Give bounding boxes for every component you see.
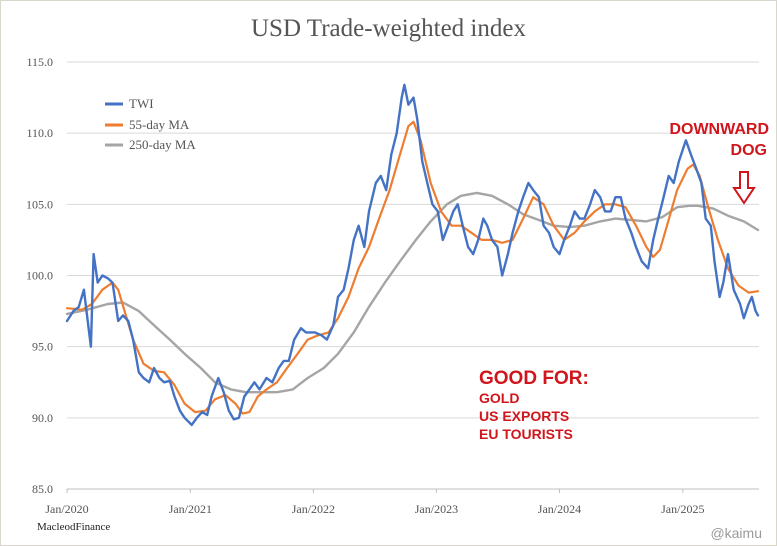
annotation-item-eu-tourists: EU TOURISTS xyxy=(479,426,573,442)
y-tick-label: 105.0 xyxy=(26,197,53,211)
y-tick-label: 115.0 xyxy=(26,55,53,69)
series-line-twi xyxy=(65,83,760,427)
annotation-item-us-exports: US EXPORTS xyxy=(479,408,569,424)
x-tick-label: Jan/2023 xyxy=(415,502,458,516)
source-label: MacleodFinance xyxy=(37,521,111,533)
legend-label-250-day-ma: 250-day MA xyxy=(129,137,196,152)
annotation-downward-dog: DOWNWARD DOG xyxy=(669,121,769,205)
annotation-item-gold: GOLD xyxy=(479,390,519,406)
annotation-good-for-title: GOOD FOR: xyxy=(479,368,589,389)
legend-label-55-day-ma: 55-day MA xyxy=(129,117,190,132)
series-lines xyxy=(65,83,760,427)
x-tick-label: Jan/2025 xyxy=(661,502,704,516)
y-tick-label: 100.0 xyxy=(26,269,53,283)
x-tick-label: Jan/2020 xyxy=(45,502,88,516)
series-line-250-day-ma xyxy=(65,191,760,394)
x-tick-label: Jan/2022 xyxy=(292,502,335,516)
y-tick-label: 85.0 xyxy=(32,482,53,496)
y-axis: 115.0 110.0 105.0 100.0 95.0 90.0 85.0 xyxy=(26,55,53,496)
annotation-dog: DOG xyxy=(731,142,767,159)
y-tick-label: 110.0 xyxy=(26,126,53,140)
annotation-good-for: GOOD FOR: GOLD US EXPORTS EU TOURISTS xyxy=(479,368,589,442)
x-tick-label: Jan/2024 xyxy=(538,502,581,516)
annotation-downward: DOWNWARD xyxy=(669,121,769,138)
series-line-55-day-ma xyxy=(65,120,760,415)
legend-label-twi: TWI xyxy=(129,96,154,111)
x-tick-label: Jan/2021 xyxy=(169,502,212,516)
chart-title: USD Trade-weighted index xyxy=(251,15,526,42)
legend: TWI 55-day MA 250-day MA xyxy=(105,96,196,152)
y-tick-label: 95.0 xyxy=(32,340,53,354)
author-handle: @kaimu xyxy=(710,525,762,541)
down-arrow-icon xyxy=(732,171,756,205)
y-tick-label: 90.0 xyxy=(32,411,53,425)
x-axis: Jan/2020 Jan/2021 Jan/2022 Jan/2023 Jan/2024… xyxy=(45,488,759,516)
